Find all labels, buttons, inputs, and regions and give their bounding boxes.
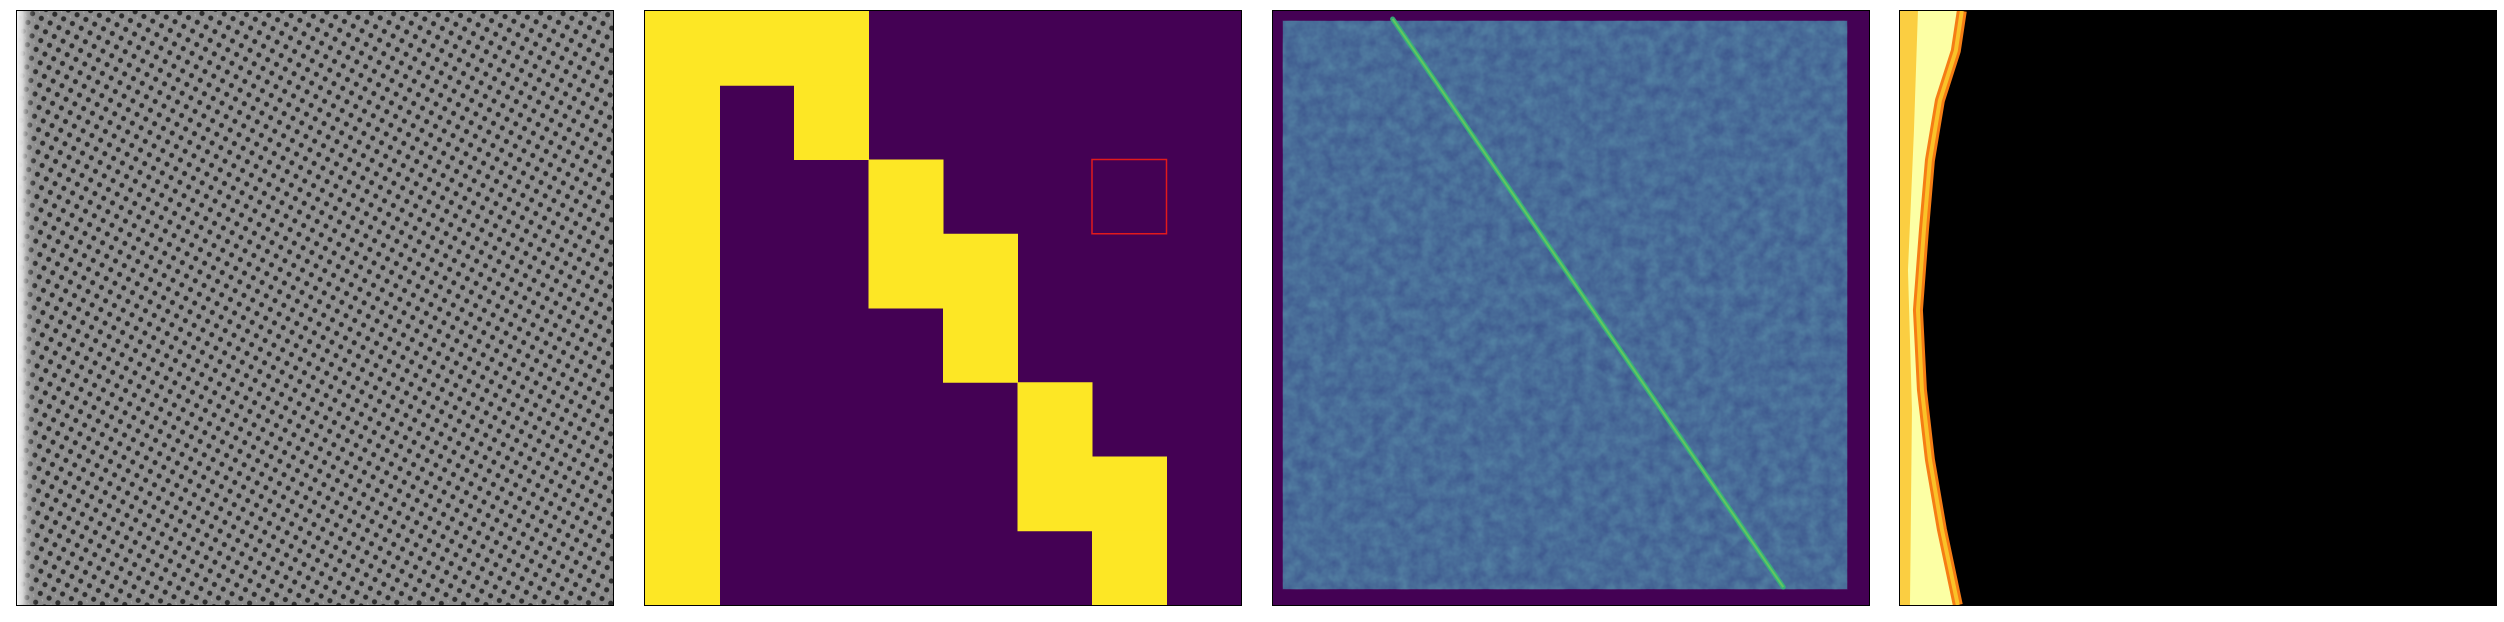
mask-cell [645,85,720,160]
mask-cell [943,233,1018,309]
mask-cell [645,159,720,235]
panel-heatmap [1272,10,1870,606]
mask-cell [943,308,1018,383]
mask-cell [794,85,869,160]
panel-mask [644,10,1242,606]
mask-cell [868,233,944,309]
edge-map-image [1900,11,2496,605]
mask-cell [645,382,720,457]
panel-edge-map [1899,10,2497,606]
mask-cell [868,159,944,235]
mask-cell [1092,456,1167,532]
mask-cell [645,233,720,309]
mask-cell [1092,530,1167,605]
mask-cell [719,11,795,86]
mask-grid [645,11,1241,605]
mask-cell [645,11,720,86]
highlight-box [1091,158,1168,235]
micrograph-image [17,11,613,605]
mask-cell [645,456,720,532]
mask-cell [794,11,869,86]
mask-cell [645,530,720,605]
mask-cell [645,308,720,383]
mask-cell [1017,456,1093,532]
heatmap-image [1273,11,1869,605]
mask-cell [1017,382,1093,457]
panel-micrograph [16,10,614,606]
